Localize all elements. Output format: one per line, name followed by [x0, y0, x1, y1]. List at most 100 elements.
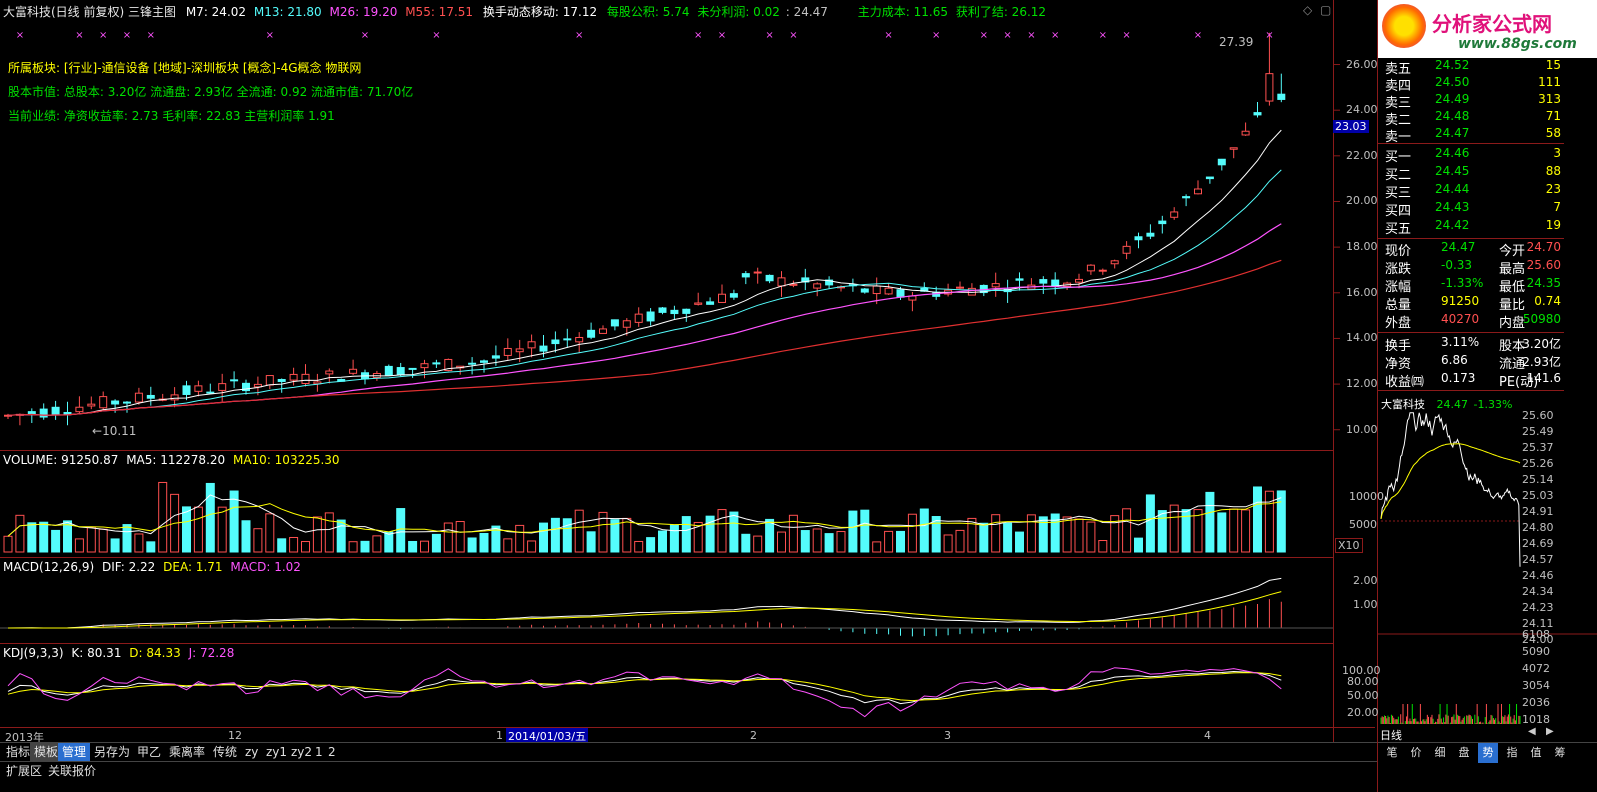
ask-price: 24.47: [1435, 126, 1470, 140]
tab-trade-ticks[interactable]: 笔: [1386, 746, 1398, 759]
price-tick: 26.00: [1346, 57, 1378, 71]
ask-row[interactable]: 卖一 24.47 58: [1383, 126, 1561, 145]
candle-body: [1122, 245, 1131, 254]
tab-deviation-rate[interactable]: 乘离率: [169, 745, 206, 759]
signal-marker: ×: [147, 30, 155, 41]
candle-body: [1265, 73, 1274, 102]
candle-body: [765, 274, 774, 282]
ask-row[interactable]: 卖三 24.49 313: [1383, 92, 1561, 111]
candle-body: [610, 319, 619, 327]
quote-label: 涨幅: [1385, 280, 1412, 295]
bid-price: 24.44: [1435, 182, 1470, 196]
bid-row[interactable]: 买一 24.46 3: [1383, 146, 1561, 165]
m26-value: M26: 19.20: [329, 5, 398, 19]
tab-zy1[interactable]: zy1: [266, 745, 288, 759]
prev-arrow-icon[interactable]: ◀: [1528, 726, 1536, 737]
next-arrow-icon[interactable]: ▶: [1546, 726, 1554, 737]
tab-indicator[interactable]: 指标: [6, 745, 31, 759]
volume-bar: [467, 537, 477, 553]
quote-label: 量比: [1499, 298, 1526, 313]
volume-ma10-line: [7, 501, 1282, 537]
signal-marker: ×: [1265, 30, 1273, 41]
signal-marker: ×: [432, 30, 440, 41]
volume-bar: [396, 508, 406, 553]
candle-body: [27, 411, 36, 415]
candle-body: [1217, 158, 1226, 166]
kdj-j-line: [7, 667, 1282, 718]
period-label[interactable]: 日线: [1380, 729, 1402, 742]
tab-index[interactable]: 指: [1506, 746, 1518, 759]
related-quote-button[interactable]: 关联报价: [48, 764, 97, 778]
price-tick: 10.00: [1346, 422, 1378, 436]
tab-order-book[interactable]: 盘: [1458, 746, 1470, 759]
mini-price-tick: 24.91: [1522, 505, 1554, 518]
macd-value: MACD: 1.02: [230, 560, 301, 574]
volume-bar: [241, 520, 251, 553]
volume-bar: [1110, 515, 1120, 553]
m55-value: M55: 17.51: [405, 5, 474, 19]
candle-body: [634, 313, 643, 323]
ask-volume: 15: [1545, 58, 1561, 72]
tab-zy[interactable]: zy: [245, 745, 259, 759]
volume-bar: [1050, 513, 1060, 553]
candle-body: [1015, 278, 1024, 281]
macd-dea: DEA: 1.71: [163, 560, 223, 574]
tab-chips[interactable]: 筹: [1554, 746, 1566, 759]
tab-trend[interactable]: 势: [1478, 743, 1498, 763]
tab-zy2[interactable]: zy2: [291, 745, 313, 759]
bid-price: 24.42: [1435, 218, 1470, 232]
volume-bar: [193, 506, 203, 553]
volume-bar: [1038, 516, 1048, 553]
volume-bar: [991, 514, 1001, 553]
quote-value: 24.35: [1526, 276, 1561, 290]
volume-bar: [229, 490, 239, 553]
ask-row[interactable]: 卖四 24.50 111: [1383, 75, 1561, 94]
tab-manage[interactable]: 管理: [58, 743, 91, 762]
tab-jiayi[interactable]: 甲乙: [137, 745, 162, 759]
bid-row[interactable]: 买二 24.45 88: [1383, 164, 1561, 183]
tab-value[interactable]: 值: [1530, 746, 1542, 759]
volume-bar: [907, 513, 917, 553]
volume-bar: [777, 531, 786, 553]
tab-details[interactable]: 细: [1434, 746, 1446, 759]
volume-bar: [491, 525, 501, 553]
bid-row[interactable]: 买五 24.42 19: [1383, 218, 1561, 237]
performance-info: 当前业绩: 净资收益率: 2.73 毛利率: 22.83 主营利润率 1.91: [8, 109, 335, 123]
macd-tick-1: 1.00: [1353, 598, 1378, 611]
window-close-icon[interactable]: ▢: [1320, 3, 1332, 17]
quote-label: 内盘: [1499, 316, 1526, 331]
ask-label: 卖三: [1385, 96, 1412, 111]
candle-body: [1182, 196, 1191, 199]
bid-row[interactable]: 买四 24.43 7: [1383, 200, 1561, 219]
ask-row[interactable]: 卖五 24.52 15: [1383, 58, 1561, 77]
candle-body: [1134, 236, 1143, 241]
bid-price: 24.43: [1435, 200, 1470, 214]
quote-value: -1.33%: [1441, 276, 1484, 290]
candle-body: [563, 338, 572, 341]
tab-template[interactable]: 模板: [30, 743, 63, 762]
tab-2[interactable]: 2: [328, 745, 336, 759]
signal-marker: ×: [1099, 30, 1107, 41]
mini-price-tick: 24.69: [1522, 537, 1554, 550]
tab-1[interactable]: 1: [315, 745, 323, 759]
diamond-icon[interactable]: ◇: [1303, 3, 1313, 17]
volume-bar: [253, 528, 263, 553]
tab-traditional[interactable]: 传统: [213, 745, 238, 759]
volume-bar: [860, 509, 870, 553]
price-tick: 12.00: [1346, 377, 1378, 391]
extension-area-button[interactable]: 扩展区: [6, 764, 43, 778]
candle-body: [349, 368, 358, 374]
bid-row[interactable]: 买三 24.44 23: [1383, 182, 1561, 201]
candle-body: [134, 392, 143, 403]
candle-body: [87, 403, 96, 407]
volume-bar: [634, 540, 644, 553]
tab-price-levels[interactable]: 价: [1410, 746, 1422, 759]
volume-bar: [3, 535, 13, 553]
signal-marker: ×: [123, 30, 131, 41]
tab-save-as[interactable]: 另存为: [94, 745, 131, 759]
ask-row[interactable]: 卖二 24.48 71: [1383, 109, 1561, 128]
candle-body: [146, 394, 155, 399]
main-cost-value: 主力成本: 11.65: [857, 5, 948, 19]
volume-tick-5000: 5000: [1349, 518, 1377, 531]
